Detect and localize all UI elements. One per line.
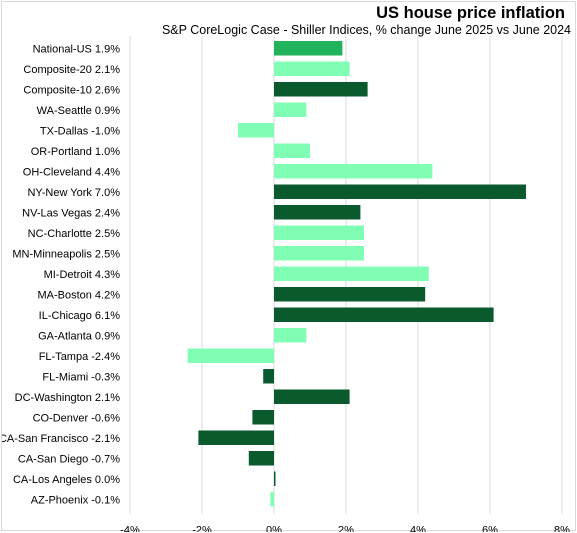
category-label: National-US 1.9% [33,43,121,55]
x-tick-label: 2% [338,525,354,533]
x-tick-label: 4% [410,525,426,533]
bar [274,328,307,343]
bar [187,348,274,363]
bar [263,369,274,384]
bar [198,430,274,445]
bar [270,492,274,507]
x-tick-label: 6% [482,525,498,533]
category-label: OH-Cleveland 4.4% [23,166,120,178]
category-label: NV-Las Vegas 2.4% [22,207,120,219]
bars-group [187,41,526,507]
category-label: CO-Denver -0.6% [33,412,121,424]
category-label: Composite-10 2.6% [23,84,120,96]
bar [274,471,276,486]
bar [274,61,350,76]
bar [274,143,310,158]
x-tick-labels: -4% -2% 0% 2% 4% 6% 8% [120,525,570,533]
bar [274,246,364,261]
bar [274,225,364,240]
category-label: NY-New York 7.0% [27,187,120,199]
bar [274,82,368,97]
bar [274,266,429,281]
category-label: CA-San Diego -0.7% [18,453,120,465]
x-tick-label: -4% [120,525,140,533]
bar [274,307,494,322]
x-tick-label: 0% [266,525,282,533]
category-label: IL-Chicago 6.1% [39,310,121,322]
bar [274,389,350,404]
bar [274,184,526,199]
bar [274,287,426,302]
category-labels: National-US 1.9% Composite-20 2.1% Composi… [2,43,120,506]
category-label: WA-Seattle 0.9% [37,105,121,117]
chart-title: US house price inflation [376,4,565,22]
category-label: DC-Washington 2.1% [15,392,121,404]
bar [274,41,343,56]
x-tick-label: -2% [192,525,212,533]
bar [238,123,274,138]
bar [274,164,433,179]
category-label: CA-Los Angeles 0.0% [13,474,120,486]
category-label: OR-Portland 1.0% [31,146,120,158]
bar [248,451,274,466]
category-label: MN-Minneapolis 2.5% [12,248,120,260]
category-label: TX-Dallas -1.0% [40,125,120,137]
category-label: FL-Tampa -2.4% [39,351,121,363]
bar [274,205,361,220]
bar [274,102,307,117]
category-label: MA-Boston 4.2% [37,289,120,301]
chart-subtitle: S&P CoreLogic Case - Shiller Indices, % … [161,23,571,37]
category-label: FL-Miami -0.3% [42,371,120,383]
category-label: GA-Atlanta 0.9% [38,330,120,342]
category-label: MI-Detroit 4.3% [44,269,121,281]
category-label: Composite-20 2.1% [23,64,120,76]
bar [252,410,274,425]
x-tick-label: 8% [554,525,570,533]
category-label: CA-San Francisco -2.1% [2,433,120,445]
category-label: AZ-Phoenix -0.1% [31,494,120,506]
category-label: NC-Charlotte 2.5% [28,228,121,240]
